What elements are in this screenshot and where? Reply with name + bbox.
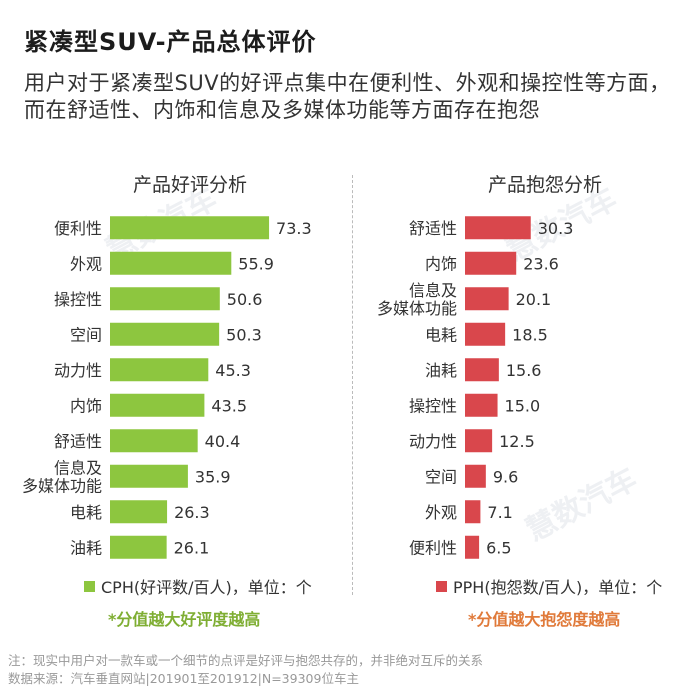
footnote: 注：现实中用户对一款车或一个细节的点评是好评与抱怨共存的，并非绝对互斥的关系 [8,653,484,668]
bad-category-label: 外观 [425,503,457,522]
bad-category-label: 操控性 [409,396,457,415]
bad-bar [465,251,517,275]
good-bar [110,429,198,453]
bad-note: *分值越大抱怨度越高 [468,610,621,629]
bad-category-label: 便利性 [409,538,457,557]
bad-value-label: 6.5 [486,538,511,557]
good-chart-title: 产品好评分析 [132,174,247,196]
bad-value-label: 12.5 [499,432,535,451]
good-category-label: 电耗 [70,503,102,522]
good-category-label: 空间 [70,325,102,344]
bad-value-label: 20.1 [516,290,552,309]
good-category-label: 舒适性 [54,432,102,451]
bad-category-label: 舒适性 [409,219,457,238]
good-bar [110,251,232,275]
bad-category-label: 空间 [425,467,457,486]
bad-legend-label: PPH(抱怨数/百人)，单位：个 [453,578,663,597]
good-value-label: 50.3 [226,325,262,344]
bad-bar [465,358,499,382]
good-category-label: 内饰 [70,396,102,415]
bad-value-label: 23.6 [523,254,559,273]
good-note: *分值越大好评度越高 [108,610,261,629]
data-source: 数据来源：汽车垂直网站|201901至201912|N=39309位车主 [8,671,359,686]
bad-bar [465,216,531,240]
bad-bar [465,429,493,453]
good-category-label: 操控性 [54,290,102,309]
good-value-label: 45.3 [215,361,251,380]
good-category-label: 动力性 [54,361,102,380]
good-legend-label: CPH(好评数/百人)，单位：个 [101,578,312,597]
bad-value-label: 15.6 [506,361,542,380]
bad-bar [465,287,509,311]
good-category-label: 便利性 [54,219,102,238]
good-value-label: 35.9 [195,467,231,486]
bad-category-label: 内饰 [425,254,457,273]
bad-category-label: 信息及多媒体功能 [377,281,457,318]
bad-value-label: 7.1 [487,503,512,522]
good-value-label: 50.6 [227,290,263,309]
panel-divider [352,175,353,595]
good-bar [110,287,220,311]
page-subtitle: 用户对于紧凑型SUV的好评点集中在便利性、外观和操控性等方面，而在舒适性、内饰和… [24,71,671,122]
good-legend-swatch [84,580,95,592]
bad-bar [465,322,506,346]
good-category-label: 油耗 [70,538,102,557]
bad-category-label: 油耗 [425,361,457,380]
bad-legend: PPH(抱怨数/百人)，单位：个 [436,574,662,598]
bad-bar [465,500,481,524]
good-value-label: 73.3 [276,219,312,238]
bad-bar [465,464,486,488]
bad-value-label: 30.3 [538,219,574,238]
bad-bar [465,393,498,417]
bad-category-label: 动力性 [409,432,457,451]
bad-value-label: 15.0 [505,396,541,415]
good-bar [110,535,167,559]
good-legend: CPH(好评数/百人)，单位：个 [84,574,312,598]
good-category-label: 信息及多媒体功能 [22,458,102,495]
good-value-label: 55.9 [238,254,274,273]
good-category-label: 外观 [70,254,102,273]
bad-bar [465,535,480,559]
bad-value-label: 9.6 [493,467,518,486]
good-bar [110,464,188,488]
good-bar [110,322,220,346]
good-value-label: 26.1 [174,538,210,557]
good-bar [110,393,205,417]
bad-category-label: 电耗 [425,325,457,344]
good-value-label: 43.5 [211,396,247,415]
bad-legend-swatch [436,580,447,592]
good-bar [110,358,209,382]
page-title: 紧凑型SUV-产品总体评价 [24,28,317,56]
good-value-label: 40.4 [205,432,241,451]
good-bar [110,216,270,240]
bad-value-label: 18.5 [512,325,548,344]
bad-chart-title: 产品抱怨分析 [487,174,602,196]
good-bar [110,500,168,524]
good-value-label: 26.3 [174,503,210,522]
